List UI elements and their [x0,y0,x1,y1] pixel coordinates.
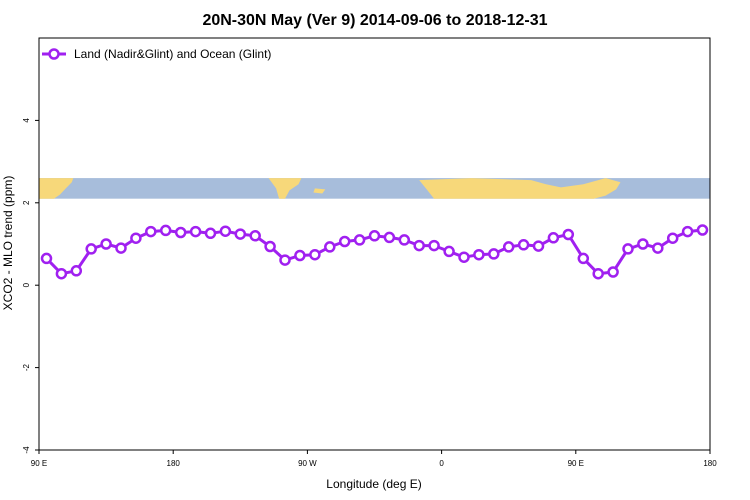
data-point [234,228,247,240]
data-point [637,238,649,250]
y-tick-label: 2 [22,200,31,205]
data-point [70,265,83,277]
data-point [398,234,411,246]
data-point [264,240,276,253]
legend: Land (Nadir&Glint) and Ocean (Glint) [42,47,271,61]
map-land-americas [268,178,302,199]
data-point [338,235,351,248]
data-point [458,251,470,263]
data-point [622,243,634,255]
world-map-strip [39,178,710,199]
legend-label: Land (Nadir&Glint) and Ocean (Glint) [74,47,271,61]
data-point [294,249,306,262]
data-point [562,228,575,241]
data-point [517,239,530,251]
data-point [607,266,619,278]
x-axis: 90 E 180 90 W 0 90 E 180 [31,450,717,468]
data-point [249,230,261,242]
data-point [577,252,590,265]
y-tick-label: -2 [22,363,31,371]
x-tick-label: 90 W [298,459,317,468]
map-land-caribbean [313,188,326,194]
data-point [115,242,127,254]
data-point [353,234,366,246]
legend-marker [48,48,60,60]
data-point [666,232,679,244]
data-point [681,225,694,238]
x-tick-label: 90 E [568,459,584,468]
y-axis: -4 -2 0 2 4 [22,118,39,454]
data-point [189,225,202,238]
data-point [55,267,68,280]
data-point [443,245,455,258]
chart-title: 20N-30N May (Ver 9) 2014-09-06 to 2018-1… [202,12,547,29]
data-point [383,231,396,244]
data-point [428,239,440,252]
data-point [652,242,664,254]
data-point [502,241,515,253]
data-point [130,232,142,244]
x-tick-label: 90 E [31,459,47,468]
data-point [324,241,336,253]
y-tick-label: 0 [22,282,31,287]
data-point [204,227,217,240]
data-point [40,252,53,265]
data-point [488,248,500,260]
data-point [100,238,112,250]
map-land-africa-asia [419,178,621,199]
data-point [219,225,232,237]
data-point [309,248,321,261]
data-point [413,239,425,252]
x-tick-label: 180 [703,459,717,468]
data-point [592,267,604,280]
data-point [368,230,381,242]
x-tick-label: 180 [167,459,181,468]
x-axis-label: Longitude (deg E) [326,477,421,491]
y-tick-label: -4 [22,446,31,454]
y-tick-label: 4 [22,118,31,123]
data-point [547,232,560,244]
data-point [174,226,187,239]
plot-frame [38,37,711,451]
series-land-ocean [40,224,709,280]
map-land-asia-west [39,178,74,199]
y-axis-label: XCO2 - MLO trend (ppm) [1,176,15,311]
data-point [473,248,485,261]
data-point [159,224,172,237]
data-point [85,243,97,255]
data-point [696,224,709,236]
data-point [145,225,157,238]
data-point [279,254,291,266]
x-tick-label: 0 [439,459,444,468]
data-point [532,240,545,252]
